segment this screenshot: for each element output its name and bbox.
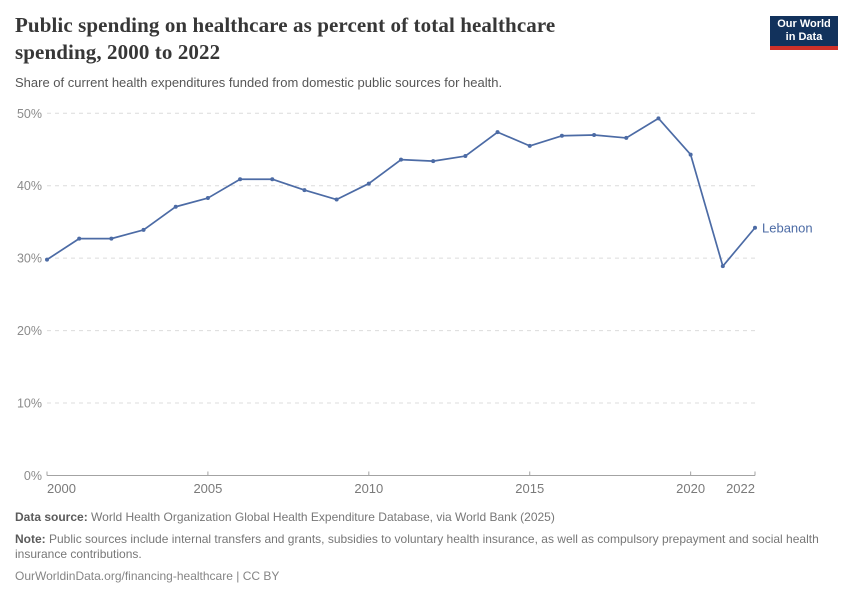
series-line	[46, 117, 756, 267]
y-tick-label: 0%	[24, 469, 42, 483]
data-point[interactable]	[399, 157, 403, 162]
data-point[interactable]	[366, 181, 371, 186]
data-point[interactable]	[431, 159, 436, 164]
y-tick-label: 50%	[17, 107, 42, 121]
y-tick-label: 40%	[17, 179, 42, 193]
data-point[interactable]	[302, 188, 307, 193]
x-tick-label: 2015	[515, 481, 544, 496]
datasource-label: Data source:	[15, 510, 88, 524]
data-point[interactable]	[334, 197, 339, 202]
data-point[interactable]	[141, 227, 146, 232]
x-tick-label: 2022	[726, 481, 755, 496]
x-tick-label: 2020	[676, 481, 705, 496]
data-point[interactable]	[656, 116, 661, 121]
data-point[interactable]	[559, 133, 564, 138]
note-text: Public sources include internal transfer…	[15, 532, 819, 561]
data-point[interactable]	[77, 236, 82, 241]
x-tick-label: 2005	[193, 481, 222, 496]
owid-logo-line1: Our World	[777, 18, 831, 30]
x-tick-label: 2010	[354, 481, 383, 496]
chart-subtitle: Share of current health expenditures fun…	[15, 75, 503, 90]
data-point[interactable]	[270, 177, 275, 182]
chart-header: Public spending on healthcare as percent…	[15, 12, 755, 90]
data-point[interactable]	[592, 133, 597, 138]
y-tick-label: 20%	[17, 324, 42, 338]
owid-logo[interactable]: Our World in Data	[770, 16, 838, 50]
y-tick-label: 30%	[17, 252, 42, 266]
datasource-line: Data source: World Health Organization G…	[15, 510, 820, 525]
data-point[interactable]	[205, 196, 210, 201]
data-point[interactable]	[753, 225, 757, 230]
license-label: CC BY	[242, 569, 280, 583]
data-point[interactable]	[720, 264, 725, 269]
line-chart: 0% 10% 20% 30% 40% 50% 2000 2005 2010 2015 2020 202…	[17, 107, 813, 496]
data-point[interactable]	[109, 236, 114, 241]
owid-url-link[interactable]: OurWorldinData.org/financing-healthcare	[15, 569, 233, 583]
note-line: Note: Public sources include internal tr…	[15, 532, 820, 562]
data-point[interactable]	[688, 152, 693, 157]
y-tick-label: 10%	[17, 397, 42, 411]
data-point[interactable]	[45, 257, 49, 262]
data-point[interactable]	[495, 130, 500, 135]
series-end-label[interactable]: Lebanon	[762, 220, 813, 235]
data-point[interactable]	[624, 135, 629, 140]
owid-logo-line2: in Data	[785, 31, 823, 43]
credit-separator: |	[232, 569, 243, 583]
datasource-text: World Health Organization Global Health …	[87, 510, 555, 524]
data-point[interactable]	[238, 177, 243, 182]
data-point[interactable]	[463, 154, 468, 159]
x-tick-label: 2000	[47, 481, 76, 496]
data-point[interactable]	[527, 143, 532, 148]
note-label: Note:	[15, 532, 46, 546]
chart-footer: Data source: World Health Organization G…	[15, 510, 820, 591]
chart-title: Public spending on healthcare as percent…	[15, 13, 556, 64]
credit-line: OurWorldinData.org/financing-healthcare …	[15, 569, 820, 584]
data-point[interactable]	[173, 204, 178, 209]
